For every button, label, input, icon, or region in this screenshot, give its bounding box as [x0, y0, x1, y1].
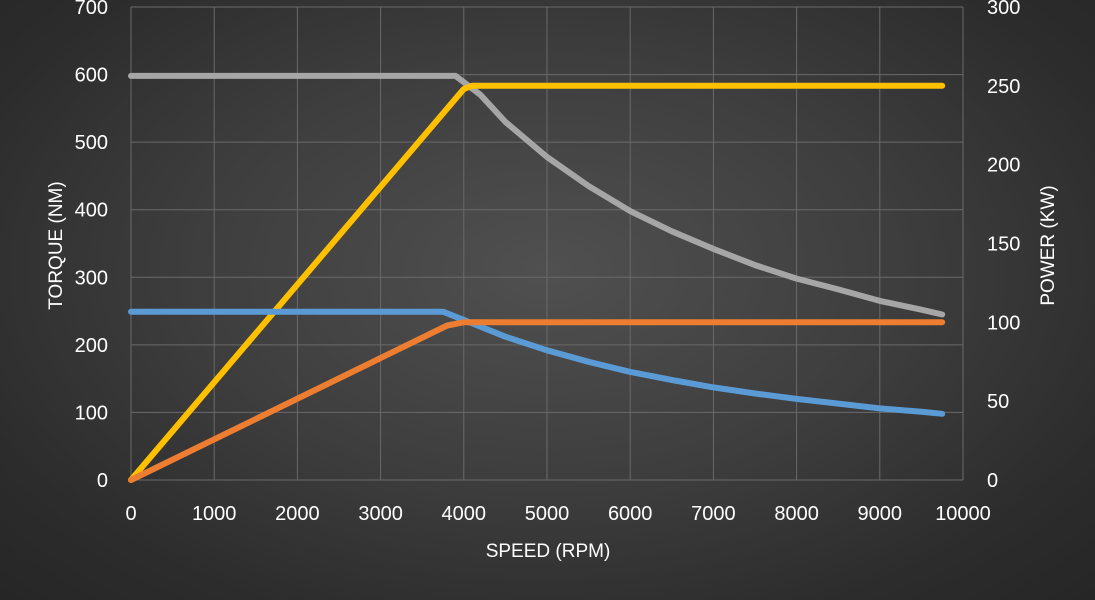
- y2-tick-label: 300: [987, 0, 1020, 19]
- x-tick-label: 10000: [935, 503, 991, 525]
- series-line-3: [128, 308, 946, 417]
- x-tick-label: 6000: [608, 503, 653, 525]
- x-tick-label: 7000: [691, 503, 736, 525]
- y2-tick-label: 200: [987, 155, 1020, 177]
- x-axis-title: SPEED (RPM): [486, 541, 611, 562]
- x-tick-label: 0: [125, 503, 136, 525]
- y2-tick-label: 150: [987, 234, 1020, 256]
- series-line-1: [128, 72, 946, 318]
- axis-titles: SPEED (RPM) TORQUE (NM) POWER (KW): [46, 181, 1059, 562]
- y-tick-label: 700: [75, 0, 108, 19]
- x-tick-label: 5000: [525, 503, 570, 525]
- x-tick-label: 2000: [275, 503, 320, 525]
- y-tick-label: 0: [97, 470, 108, 492]
- y2-tick-label: 250: [987, 76, 1020, 98]
- y-tick-label: 200: [75, 335, 108, 357]
- y-tick-label: 100: [75, 402, 108, 424]
- y2-tick-label: 0: [987, 470, 998, 492]
- series-lines: [128, 72, 946, 483]
- y2-axis-title: POWER (KW): [1038, 185, 1059, 305]
- y-tick-label: 500: [75, 132, 108, 154]
- y-tick-label: 400: [75, 200, 108, 222]
- tick-labels: 0 1000 2000 3000 4000 5000 6000 7000 8000 9000 100…: [75, 0, 1021, 525]
- x-tick-label: 9000: [858, 503, 903, 525]
- y-axis-title: TORQUE (NM): [46, 181, 67, 309]
- x-tick-label: 3000: [358, 503, 403, 525]
- y2-tick-label: 50: [987, 391, 1009, 413]
- series-line-2: [128, 82, 946, 483]
- x-tick-label: 1000: [192, 503, 237, 525]
- x-tick-label: 8000: [774, 503, 819, 525]
- series-line-4: [128, 319, 946, 483]
- y-tick-label: 300: [75, 267, 108, 289]
- y-tick-label: 600: [75, 65, 108, 87]
- y2-tick-label: 100: [987, 312, 1020, 334]
- x-tick-label: 4000: [442, 503, 487, 525]
